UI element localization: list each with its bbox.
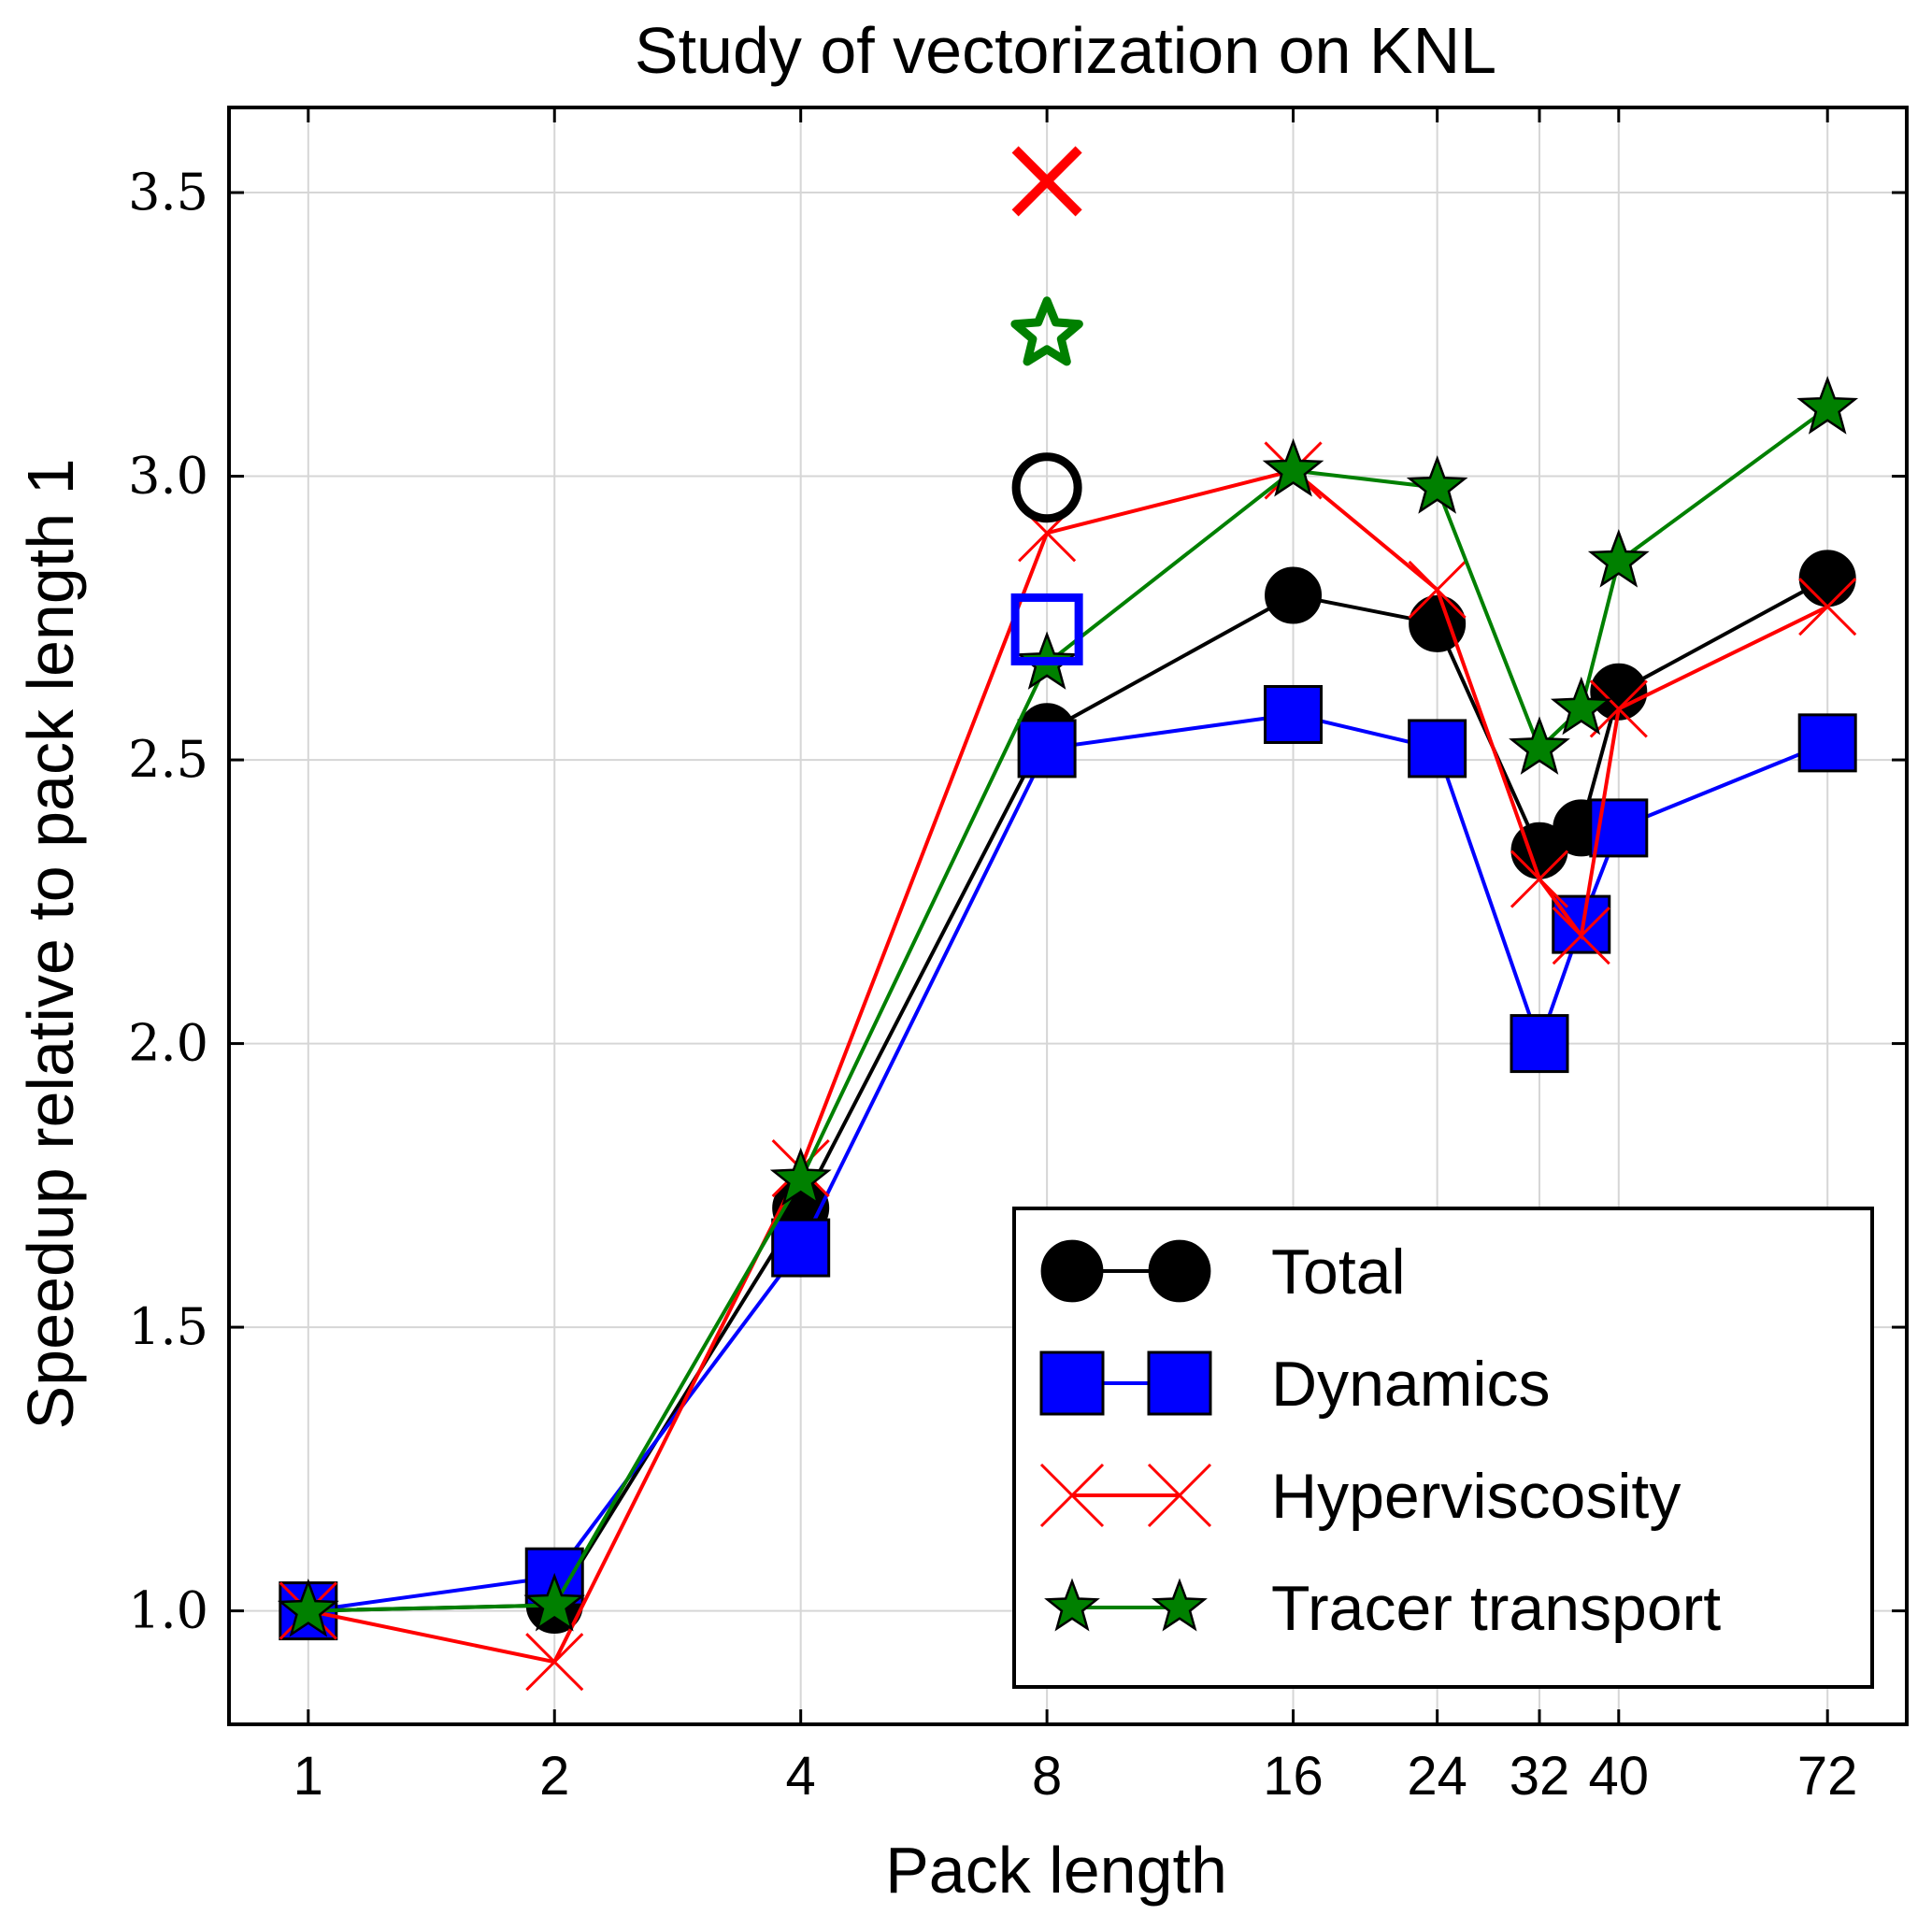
data-point-tracer-transport xyxy=(1406,455,1468,514)
legend-marker-tracer-transport xyxy=(1152,1578,1208,1632)
legend-label-hyperviscosity: Hyperviscosity xyxy=(1271,1461,1681,1532)
legend: Total Dynamics Hyperviscosity Tracer transp… xyxy=(1012,1207,1874,1689)
data-point-tracer-transport xyxy=(769,1147,832,1207)
y-tick-label: 2.0 xyxy=(128,1014,208,1073)
y-tick-label: 2.5 xyxy=(128,730,208,789)
x-tick-label: 1 xyxy=(293,1746,323,1807)
open-marker-total xyxy=(1011,452,1082,523)
legend-marker-dynamics xyxy=(1039,1350,1105,1416)
legend-marker-hyperviscosity xyxy=(1039,1463,1105,1528)
data-point-hyperviscosity xyxy=(1510,850,1569,908)
data-point-total xyxy=(1265,566,1323,624)
x-tick-label: 8 xyxy=(1032,1746,1062,1807)
open-markers-pack8 xyxy=(1010,146,1083,665)
y-tick-label: 1.5 xyxy=(128,1297,208,1356)
data-point-dynamics xyxy=(1510,1014,1569,1074)
data-point-tracer-transport xyxy=(277,1579,339,1637)
data-point-hyperviscosity xyxy=(1408,560,1467,620)
data-point-hyperviscosity xyxy=(1552,907,1610,965)
data-point-hyperviscosity xyxy=(525,1633,584,1692)
data-point-hyperviscosity xyxy=(1589,679,1648,738)
data-point-tracer-transport xyxy=(1587,529,1650,588)
axis-ticks: 1 2 4 8 16 24 32 40 721.01.52.02.53.03.5 xyxy=(128,107,1907,1807)
data-point-dynamics xyxy=(1408,719,1467,779)
series-line-total xyxy=(308,577,1829,1613)
series-tracer-transport xyxy=(277,376,1859,1637)
y-tick-label: 3.5 xyxy=(128,163,208,221)
data-point-tracer-transport xyxy=(1509,716,1570,775)
x-tick-label: 4 xyxy=(786,1746,816,1807)
y-tick-label: 1.0 xyxy=(128,1581,208,1640)
legend-label-dynamics: Dynamics xyxy=(1271,1349,1551,1420)
legend-label-total: Total xyxy=(1271,1236,1406,1307)
open-marker-hyperviscosity xyxy=(1011,146,1082,217)
x-tick-label: 2 xyxy=(539,1746,569,1807)
x-tick-label: 40 xyxy=(1589,1746,1650,1807)
data-point-dynamics xyxy=(771,1218,831,1278)
plot-frame xyxy=(227,106,1909,1726)
data-point-dynamics xyxy=(1264,685,1324,745)
open-marker-tracer-transport xyxy=(1010,296,1083,366)
data-point-total xyxy=(1798,550,1856,607)
data-point-dynamics xyxy=(1797,713,1857,773)
legend-marker-total xyxy=(1040,1239,1104,1303)
x-tick-label: 24 xyxy=(1407,1746,1467,1807)
y-tick-label: 3.0 xyxy=(128,447,208,506)
series-line-tracer-transport xyxy=(308,407,1829,1613)
chart-title: Study of vectorization on KNL xyxy=(635,14,1496,87)
x-tick-label: 72 xyxy=(1797,1746,1858,1807)
x-tick-label: 16 xyxy=(1263,1746,1324,1807)
data-point-tracer-transport xyxy=(1550,676,1612,736)
x-tick-label: 32 xyxy=(1510,1746,1570,1807)
x-axis-label: Pack length xyxy=(885,1834,1227,1907)
legend-marker-hyperviscosity xyxy=(1147,1463,1212,1528)
series-line-hyperviscosity xyxy=(308,468,1829,1665)
legend-marker-tracer-transport xyxy=(1044,1578,1100,1632)
legend-marker-total xyxy=(1148,1239,1211,1303)
data-point-total xyxy=(1409,594,1467,652)
data-point-hyperviscosity xyxy=(1798,578,1857,636)
legend-label-tracer-transport: Tracer transport xyxy=(1271,1573,1721,1644)
data-point-tracer-transport xyxy=(1262,437,1324,497)
open-marker-dynamics xyxy=(1010,593,1083,665)
legend-marker-dynamics xyxy=(1147,1350,1212,1416)
data-point-tracer-transport xyxy=(523,1572,586,1632)
data-point-dynamics xyxy=(1552,894,1611,954)
y-axis-label: Speedup relative to pack length 1 xyxy=(14,458,87,1429)
data-point-dynamics xyxy=(1017,719,1077,779)
data-point-tracer-transport xyxy=(1796,376,1859,435)
